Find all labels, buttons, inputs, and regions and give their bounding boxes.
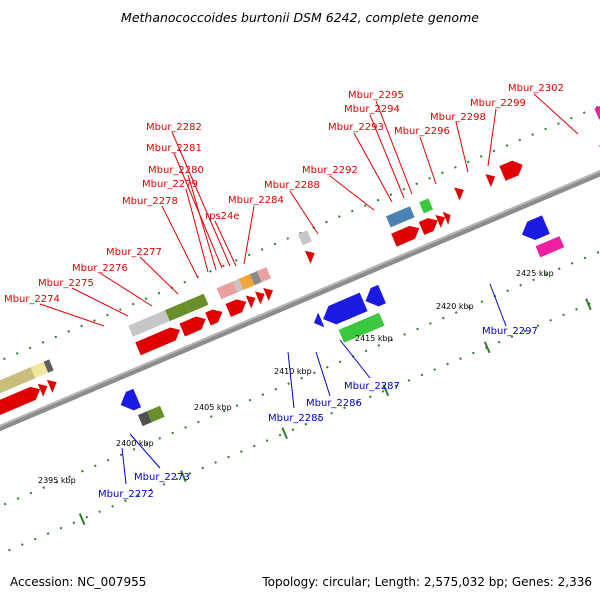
gene-red-l	[418, 218, 438, 235]
gene-mbur-2288	[297, 230, 312, 246]
label-mbur-2276: Mbur_2276	[72, 263, 128, 274]
gene-mbur-2302	[594, 103, 600, 120]
gene-mbur-2299	[499, 160, 523, 181]
genome-track	[0, 80, 600, 552]
scale-ticks	[78, 298, 592, 526]
label-mbur-2287: Mbur_2287	[344, 381, 400, 392]
gene-red-a	[0, 386, 41, 421]
gene-red-h	[245, 295, 256, 309]
scale-label-2420: 2420 kbp	[436, 302, 474, 311]
gene-red-e	[179, 316, 206, 337]
label-mbur-2292: Mbur_2292	[302, 165, 358, 176]
label-mbur-2284: Mbur_2284	[228, 195, 284, 206]
gene-mbur-2274	[128, 310, 170, 337]
gene-mbur-2296	[454, 187, 464, 201]
label-mbur-2279: Mbur_2279	[142, 179, 198, 190]
reverse-gene-labels	[121, 283, 507, 485]
scale-row	[8, 244, 600, 552]
gene-darkgray	[43, 359, 54, 373]
label-mbur-2286: Mbur_2286	[306, 398, 362, 409]
gene-mbur-2285	[313, 312, 325, 328]
gene-mbur-2275	[165, 301, 191, 322]
gene-red-j	[263, 288, 273, 301]
gene-mbur-2280	[249, 271, 262, 286]
gene-red-g	[225, 299, 247, 317]
gene-mbur-2281	[257, 267, 272, 283]
gene-mbur-2287	[338, 312, 385, 343]
scale-label-2410: 2410 kbp	[274, 367, 312, 376]
scale-label-2415: 2415 kbp	[355, 334, 393, 343]
gene-mbur-2293	[391, 225, 420, 247]
tick-2410	[382, 384, 390, 397]
gene-dark-small	[137, 411, 152, 427]
gene-mbur-2276	[185, 293, 209, 313]
gene-mbur-2294	[419, 198, 434, 214]
label-mbur-2299: Mbur_2299	[470, 98, 526, 109]
gene-red-k	[304, 250, 315, 264]
scale-label-2395: 2395 kbp	[38, 476, 76, 485]
reverse-gene-label-text: Mbur_2272 Mbur_2273 Mbur_2285 Mbur_2286 …	[98, 326, 538, 500]
label-mbur-2294: Mbur_2294	[344, 104, 400, 115]
scale-label-2405: 2405 kbp	[194, 403, 232, 412]
map-title: Methanococcoides burtonii DSM 6242, comp…	[121, 10, 479, 25]
label-mbur-2297: Mbur_2297	[482, 326, 538, 337]
gene-red-b	[37, 383, 48, 397]
gene-mbur-2292	[385, 206, 415, 228]
gene-red-n	[442, 211, 451, 225]
reverse-genes	[120, 215, 565, 427]
genome-summary-text: Topology: circular; Length: 2,575,032 bp…	[261, 575, 592, 589]
label-mbur-2281: Mbur_2281	[146, 143, 202, 154]
gene-mbur-2278	[233, 278, 244, 293]
label-mbur-2280: Mbur_2280	[148, 165, 204, 176]
gene-mbur-2273	[147, 405, 165, 423]
gene-mbur-2279	[238, 274, 255, 290]
gene-red-i	[254, 291, 265, 305]
label-mbur-2298: Mbur_2298	[430, 112, 486, 123]
label-rps24e: rps24e	[205, 211, 240, 222]
scale-label-2425: 2425 kbp	[516, 269, 554, 278]
gene-mbur-2297	[535, 236, 565, 258]
tick-2415	[483, 341, 491, 354]
scale-label-2400: 2400 kbp	[116, 439, 154, 448]
label-mbur-2288: Mbur_2288	[264, 180, 320, 191]
gene-red-f	[205, 309, 223, 326]
tick-2405	[281, 427, 288, 440]
gene-red-c	[46, 379, 57, 393]
label-mbur-2302: Mbur_2302	[508, 83, 564, 94]
label-mbur-2296: Mbur_2296	[394, 126, 450, 137]
label-mbur-2295: Mbur_2295	[348, 90, 404, 101]
label-mbur-2274: Mbur_2274	[4, 294, 60, 305]
accession-text: Accession: NC_007955	[10, 575, 146, 589]
gene-mbur-2286	[323, 292, 368, 325]
forward-genes	[0, 103, 600, 421]
label-mbur-2282: Mbur_2282	[146, 122, 202, 133]
gene-mbur-2272	[120, 388, 142, 411]
scale-labels: 2395 kbp 2400 kbp 2405 kbp 2410 kbp 2415…	[38, 269, 554, 485]
label-mbur-2293: Mbur_2293	[328, 122, 384, 133]
gene-blue-c	[521, 215, 550, 240]
label-mbur-2278: Mbur_2278	[122, 196, 178, 207]
gene-blue-b	[365, 284, 386, 307]
forward-gene-label-text: Mbur_2274 Mbur_2275 Mbur_2276 Mbur_2277 …	[4, 83, 564, 305]
tick-2420	[585, 298, 592, 311]
gene-yellow	[30, 361, 49, 379]
label-mbur-2272: Mbur_2272	[98, 489, 154, 500]
tick-2400	[180, 470, 187, 483]
forward-gene-labels	[39, 93, 579, 327]
tick-2395	[78, 513, 86, 526]
guide-row-lower	[0, 204, 600, 511]
gene-mbur-2298	[485, 174, 496, 188]
gene-red-m	[435, 214, 446, 228]
label-mbur-2273: Mbur_2273	[134, 472, 190, 483]
gene-tan-a	[0, 367, 36, 403]
gene-red-d	[135, 327, 180, 356]
gene-mbur-2277	[216, 281, 238, 300]
label-mbur-2285: Mbur_2285	[268, 413, 324, 424]
label-mbur-2277: Mbur_2277	[106, 247, 162, 258]
label-mbur-2275: Mbur_2275	[38, 278, 94, 289]
